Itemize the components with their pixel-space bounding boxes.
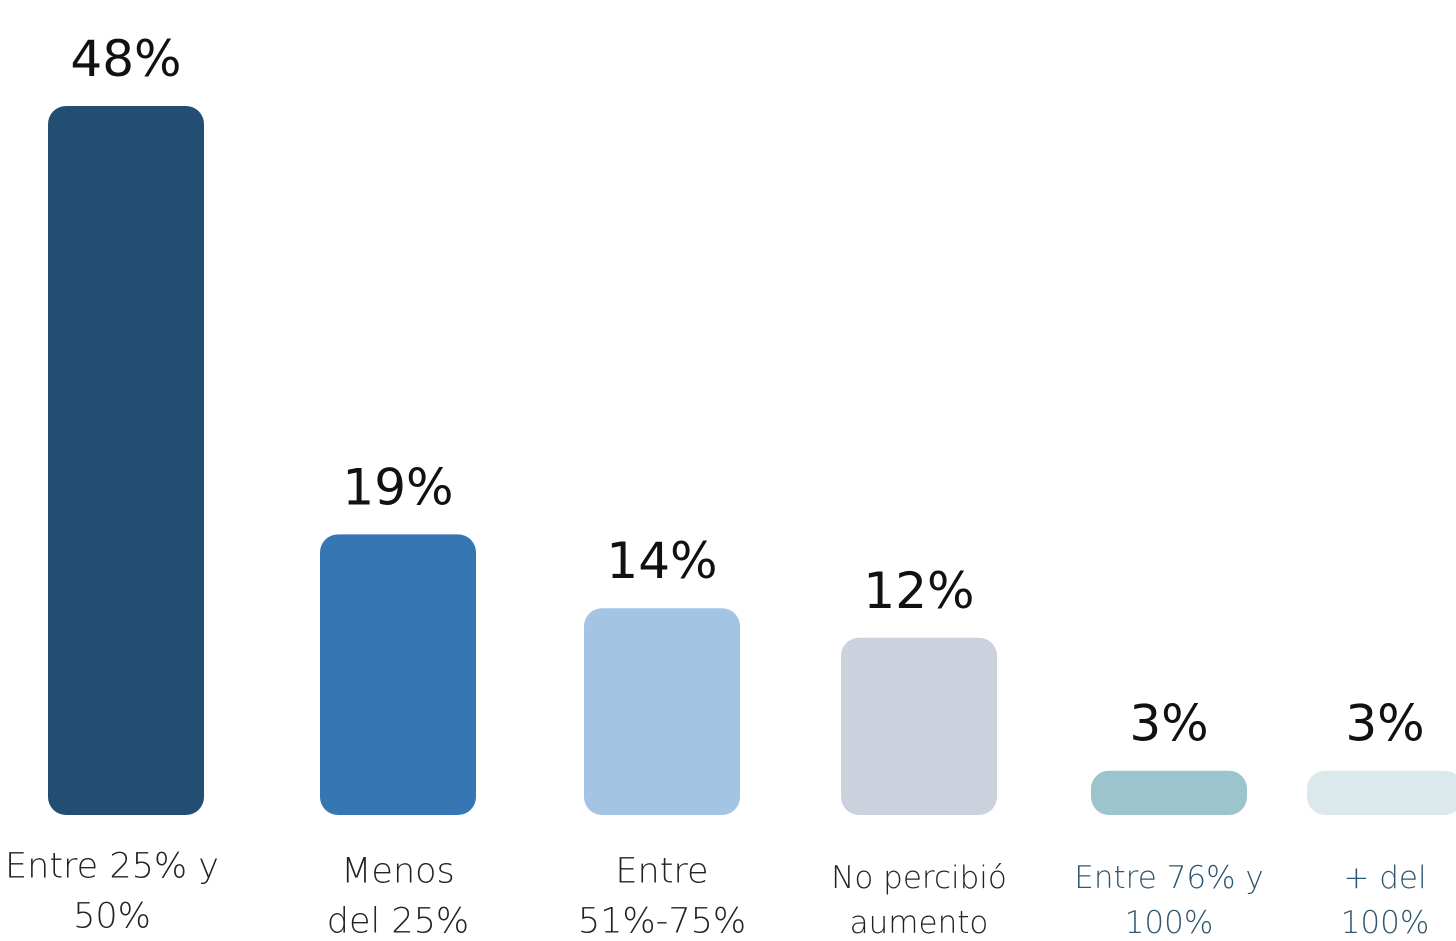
bar	[1091, 770, 1247, 815]
value-label: 3%	[1345, 695, 1424, 753]
category-label: 51%-75%	[578, 901, 746, 941]
value-label: 19%	[342, 458, 453, 516]
category-label: Entre 25% y	[5, 846, 219, 886]
category-label: + del	[1343, 860, 1426, 896]
bar	[1307, 770, 1456, 815]
category-label: 50%	[73, 896, 151, 936]
category-label: aumento	[850, 905, 989, 941]
category-label: 100%	[1125, 905, 1214, 941]
value-label: 14%	[606, 532, 717, 590]
category-label: Menos	[341, 851, 455, 891]
bar	[48, 106, 204, 815]
value-label: 3%	[1129, 695, 1208, 753]
value-label: 48%	[70, 30, 181, 88]
bar	[841, 637, 997, 815]
category-label: del 25%	[327, 901, 469, 941]
bar	[320, 534, 476, 815]
category-label: Entre 76% y	[1074, 860, 1263, 896]
category-label: No percibió	[831, 860, 1007, 896]
bar	[584, 608, 740, 815]
value-label: 12%	[863, 562, 974, 620]
category-label: 100%	[1341, 905, 1430, 941]
category-label: Entre	[615, 851, 708, 891]
